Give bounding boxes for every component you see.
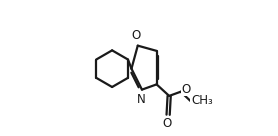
Text: O: O [163, 117, 172, 130]
Text: N: N [137, 93, 146, 106]
Text: O: O [182, 83, 191, 96]
Text: O: O [131, 29, 141, 42]
Text: CH₃: CH₃ [191, 94, 213, 107]
